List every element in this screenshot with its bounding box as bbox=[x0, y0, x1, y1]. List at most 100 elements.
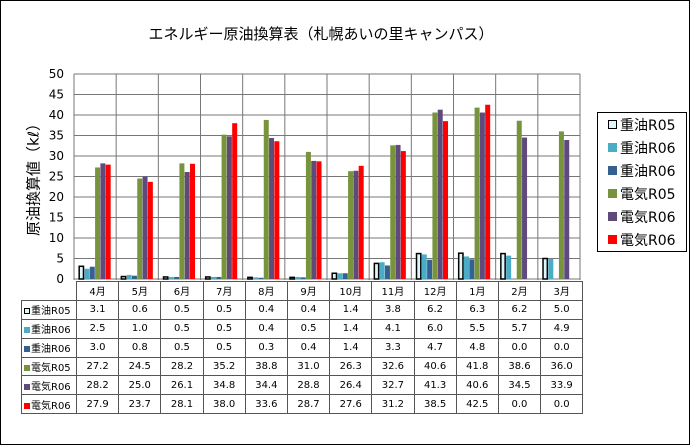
legend-swatch bbox=[608, 235, 617, 244]
table-row: 電気R06 27.9 23.7 28.1 38.0 33.6 28.7 27.6 31.2 38.… bbox=[21, 394, 584, 415]
bar bbox=[89, 266, 95, 279]
table-cell: 3.3 bbox=[371, 337, 415, 358]
bar bbox=[485, 104, 491, 279]
bar bbox=[100, 163, 106, 279]
bar bbox=[400, 151, 406, 279]
y-tick-label: 25 bbox=[49, 170, 64, 184]
legend-item: 重油R06 bbox=[598, 136, 686, 159]
x-tick-label: 8月 bbox=[244, 281, 288, 301]
table-cell: 0.3 bbox=[244, 337, 288, 358]
bar bbox=[384, 265, 390, 279]
table-cell: 32.6 bbox=[371, 356, 415, 377]
chart-title: エネルギー原油換算表（札幌あいの里キャンパス） bbox=[148, 25, 494, 43]
table-cell: 32.7 bbox=[371, 375, 415, 396]
bar bbox=[221, 134, 227, 279]
table-cell: 33.6 bbox=[244, 394, 288, 415]
bar bbox=[210, 276, 216, 279]
table-cell: 23.7 bbox=[118, 394, 162, 415]
bar bbox=[247, 276, 253, 280]
table-cell: 38.8 bbox=[244, 356, 288, 377]
row-header: 重油R06 bbox=[21, 318, 77, 339]
table-cell: 0.5 bbox=[160, 318, 204, 339]
bar bbox=[353, 170, 359, 279]
bar bbox=[168, 276, 174, 279]
table-row: 重油R06 3.0 0.8 0.5 0.5 0.3 0.4 1.4 3.3 4.7 4.8 0.0 0.… bbox=[21, 337, 584, 358]
bar bbox=[147, 181, 153, 279]
row-swatch bbox=[24, 308, 30, 315]
bar bbox=[226, 136, 232, 279]
bar bbox=[162, 276, 169, 280]
bar bbox=[274, 141, 280, 279]
bar bbox=[105, 164, 111, 279]
table-cell: 26.1 bbox=[160, 375, 204, 396]
bar bbox=[342, 273, 348, 279]
bar bbox=[269, 137, 275, 279]
table-cell: 1.4 bbox=[329, 318, 373, 339]
table-cell: 0.5 bbox=[160, 337, 204, 358]
row-header: 電気R05 bbox=[21, 356, 77, 377]
y-tick-label: 10 bbox=[49, 231, 64, 245]
table-cell: 3.8 bbox=[371, 299, 415, 320]
bar bbox=[84, 268, 90, 279]
table-cell: 31.2 bbox=[371, 394, 415, 415]
data-table: 4月 5月 6月 7月 8月 9月 10月 11月 12月 1月 2月 3月 重油R05 3.1 0.6 0.… bbox=[21, 281, 584, 415]
table-cell: 27.2 bbox=[75, 356, 120, 377]
bar bbox=[316, 161, 322, 279]
row-swatch bbox=[24, 346, 30, 353]
row-label: 重油R06 bbox=[31, 344, 71, 356]
bar bbox=[331, 272, 338, 280]
bar bbox=[564, 140, 570, 279]
bar bbox=[120, 275, 127, 280]
bar bbox=[443, 121, 449, 280]
bar bbox=[516, 120, 522, 280]
legend-swatch bbox=[608, 189, 617, 198]
bar bbox=[395, 144, 401, 279]
table-corner bbox=[21, 281, 77, 301]
table-cell: 0.5 bbox=[202, 299, 246, 320]
table-cell: 0.6 bbox=[118, 299, 162, 320]
legend-item: 重油R06 bbox=[598, 159, 686, 182]
bar bbox=[373, 262, 380, 280]
x-tick-label: 11月 bbox=[371, 281, 415, 301]
x-tick-label: 7月 bbox=[202, 281, 246, 301]
table-row: 重油R05 3.1 0.6 0.5 0.5 0.4 0.4 1.4 3.8 6.2 6.3 6.2 5.… bbox=[21, 299, 584, 320]
table-cell: 36.0 bbox=[540, 356, 584, 377]
table-row: 電気R05 27.2 24.5 28.2 35.2 38.8 31.0 26.3 32.6 40.… bbox=[21, 356, 584, 377]
table-cell: 25.0 bbox=[118, 375, 162, 396]
bar bbox=[500, 252, 506, 280]
table-cell: 0.5 bbox=[202, 337, 246, 358]
table-cell: 0.4 bbox=[244, 299, 288, 320]
bar bbox=[437, 109, 443, 279]
bar bbox=[305, 151, 311, 279]
row-label: 電気R06 bbox=[31, 400, 71, 412]
bar bbox=[184, 171, 190, 279]
table-cell: 28.1 bbox=[160, 394, 204, 415]
table-cell: 41.3 bbox=[413, 375, 457, 396]
x-tick-label: 4月 bbox=[75, 281, 120, 301]
table-cell: 34.8 bbox=[202, 375, 246, 396]
table-cell: 28.7 bbox=[286, 394, 331, 415]
bar bbox=[558, 131, 564, 279]
bar bbox=[258, 277, 264, 279]
table-cell: 38.5 bbox=[413, 394, 457, 415]
bar bbox=[232, 123, 238, 279]
table-cell: 1.4 bbox=[329, 337, 373, 358]
legend-label: 重油R05 bbox=[620, 117, 676, 134]
bar bbox=[348, 171, 354, 279]
table-cell: 40.6 bbox=[413, 356, 457, 377]
bar bbox=[95, 167, 101, 279]
table-cell: 26.4 bbox=[329, 375, 373, 396]
legend: 重油R05 重油R06 重油R06 電気R05 電気R06 電気R06 bbox=[597, 112, 687, 252]
bar bbox=[432, 112, 438, 279]
table-cell: 28.8 bbox=[286, 375, 331, 396]
bar bbox=[390, 145, 396, 279]
bar bbox=[174, 276, 180, 279]
bar bbox=[300, 277, 306, 279]
table-cell: 0.5 bbox=[160, 299, 204, 320]
legend-label: 電気R05 bbox=[620, 186, 676, 203]
legend-swatch bbox=[608, 143, 617, 152]
table-cell: 35.2 bbox=[202, 356, 246, 377]
row-label: 重油R05 bbox=[31, 306, 71, 318]
table-cell: 31.0 bbox=[286, 356, 331, 377]
legend-item: 電気R06 bbox=[598, 205, 686, 228]
